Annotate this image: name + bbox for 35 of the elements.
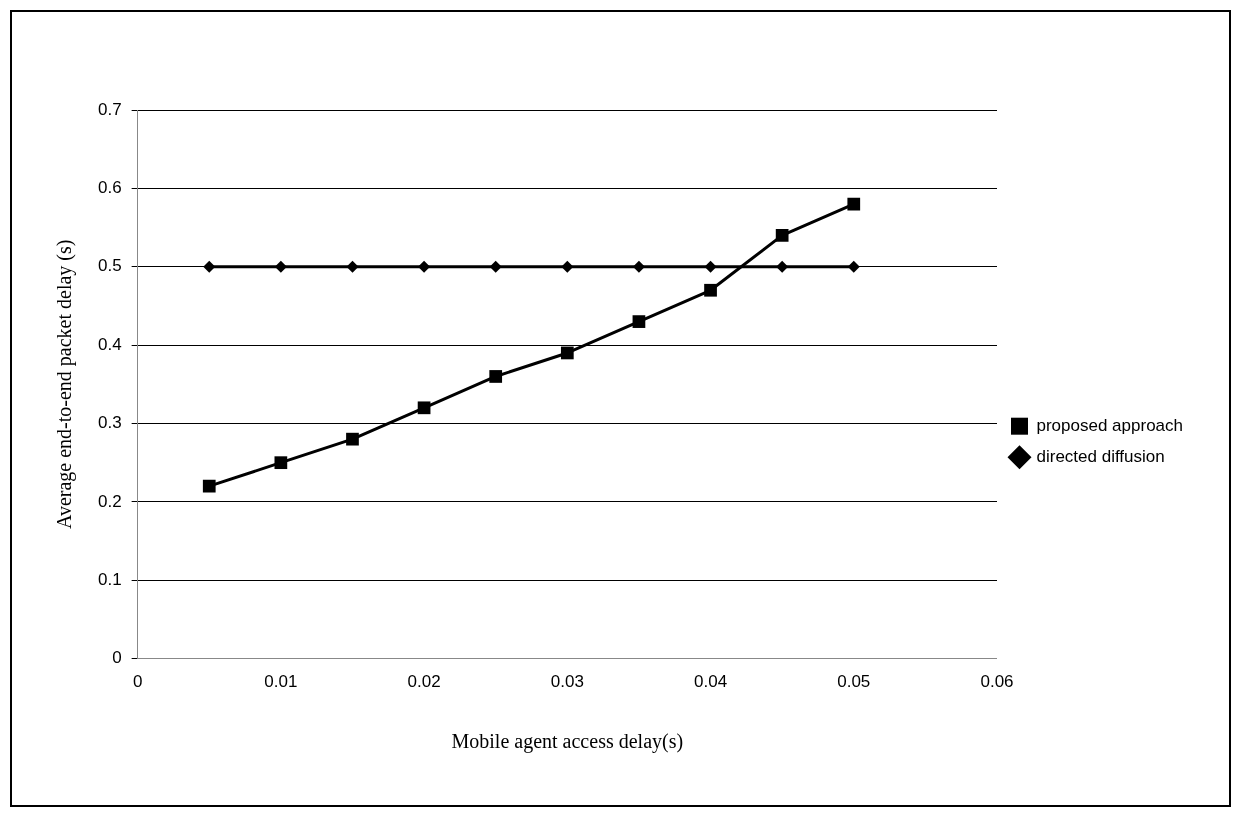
y-tick-label: 0.1 xyxy=(97,569,122,589)
y-tick-label: 0.2 xyxy=(97,491,122,511)
y-tick-label: 0.6 xyxy=(97,178,122,198)
point xyxy=(847,197,861,211)
legend-label: proposed approach xyxy=(1036,415,1184,435)
x-tick-label: 0.06 xyxy=(980,672,1014,692)
y-tick-label: 0.3 xyxy=(97,413,122,433)
x-tick-label: 0.01 xyxy=(264,672,298,692)
point xyxy=(202,479,216,493)
point xyxy=(489,260,502,273)
point xyxy=(274,456,288,470)
point xyxy=(561,260,574,273)
y-tick-label: 0.5 xyxy=(97,256,122,276)
point xyxy=(847,260,860,273)
point xyxy=(560,346,574,360)
point xyxy=(632,315,646,328)
point xyxy=(417,401,431,415)
point xyxy=(346,432,359,446)
y-tick-label: 0.4 xyxy=(97,334,122,354)
x-tick-label: 0.05 xyxy=(837,672,871,692)
x-axis-title: Mobile agent access delay(s) xyxy=(451,730,684,754)
x-tick-label: 0.03 xyxy=(550,672,584,692)
x-tick-label: 0.04 xyxy=(694,672,728,692)
x-tick-label: 0 xyxy=(132,672,143,692)
legend-label: directed diffusion xyxy=(1036,446,1165,466)
point xyxy=(489,370,503,383)
y-axis-title: Average end-to-end packet delay (s) xyxy=(53,239,77,530)
point xyxy=(704,260,717,273)
y-tick-label: 0 xyxy=(112,648,122,668)
point xyxy=(346,260,359,273)
y-tick-label: 0.7 xyxy=(97,99,122,119)
point xyxy=(775,229,789,242)
point xyxy=(704,283,717,297)
point xyxy=(203,260,216,273)
x-tick-label: 0.02 xyxy=(407,672,441,692)
